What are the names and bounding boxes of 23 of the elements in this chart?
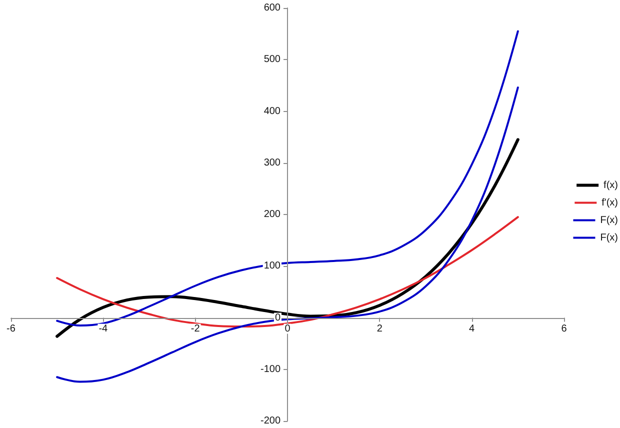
line-series <box>56 30 519 326</box>
legend-label: F(x) <box>600 214 618 226</box>
x-tick-label: 4 <box>469 323 476 334</box>
y-tick-label: 500 <box>264 54 281 66</box>
y-tick-label: 600 <box>264 2 281 14</box>
line-series <box>56 86 519 383</box>
y-tick-label: -100 <box>260 364 281 375</box>
y-tick-label: 400 <box>264 106 281 117</box>
y-tick-label: 300 <box>264 157 281 168</box>
legend-label: f'(x) <box>602 197 618 208</box>
x-tick-label: 2 <box>376 323 383 334</box>
line-series <box>56 138 520 338</box>
y-tick-label: 0 <box>274 312 281 324</box>
x-tick-label: -2 <box>190 323 200 334</box>
x-tick-label: 6 <box>561 323 568 334</box>
x-tick-label: -6 <box>6 323 16 334</box>
x-tick-label: 0 <box>284 323 291 334</box>
x-tick-label: -4 <box>98 323 108 334</box>
legend-label: f(x) <box>604 180 618 191</box>
legend-label: F(x) <box>600 232 618 244</box>
y-tick-label: -200 <box>260 416 281 426</box>
y-tick-label: 200 <box>264 209 281 220</box>
y-tick-label: 100 <box>264 260 281 272</box>
